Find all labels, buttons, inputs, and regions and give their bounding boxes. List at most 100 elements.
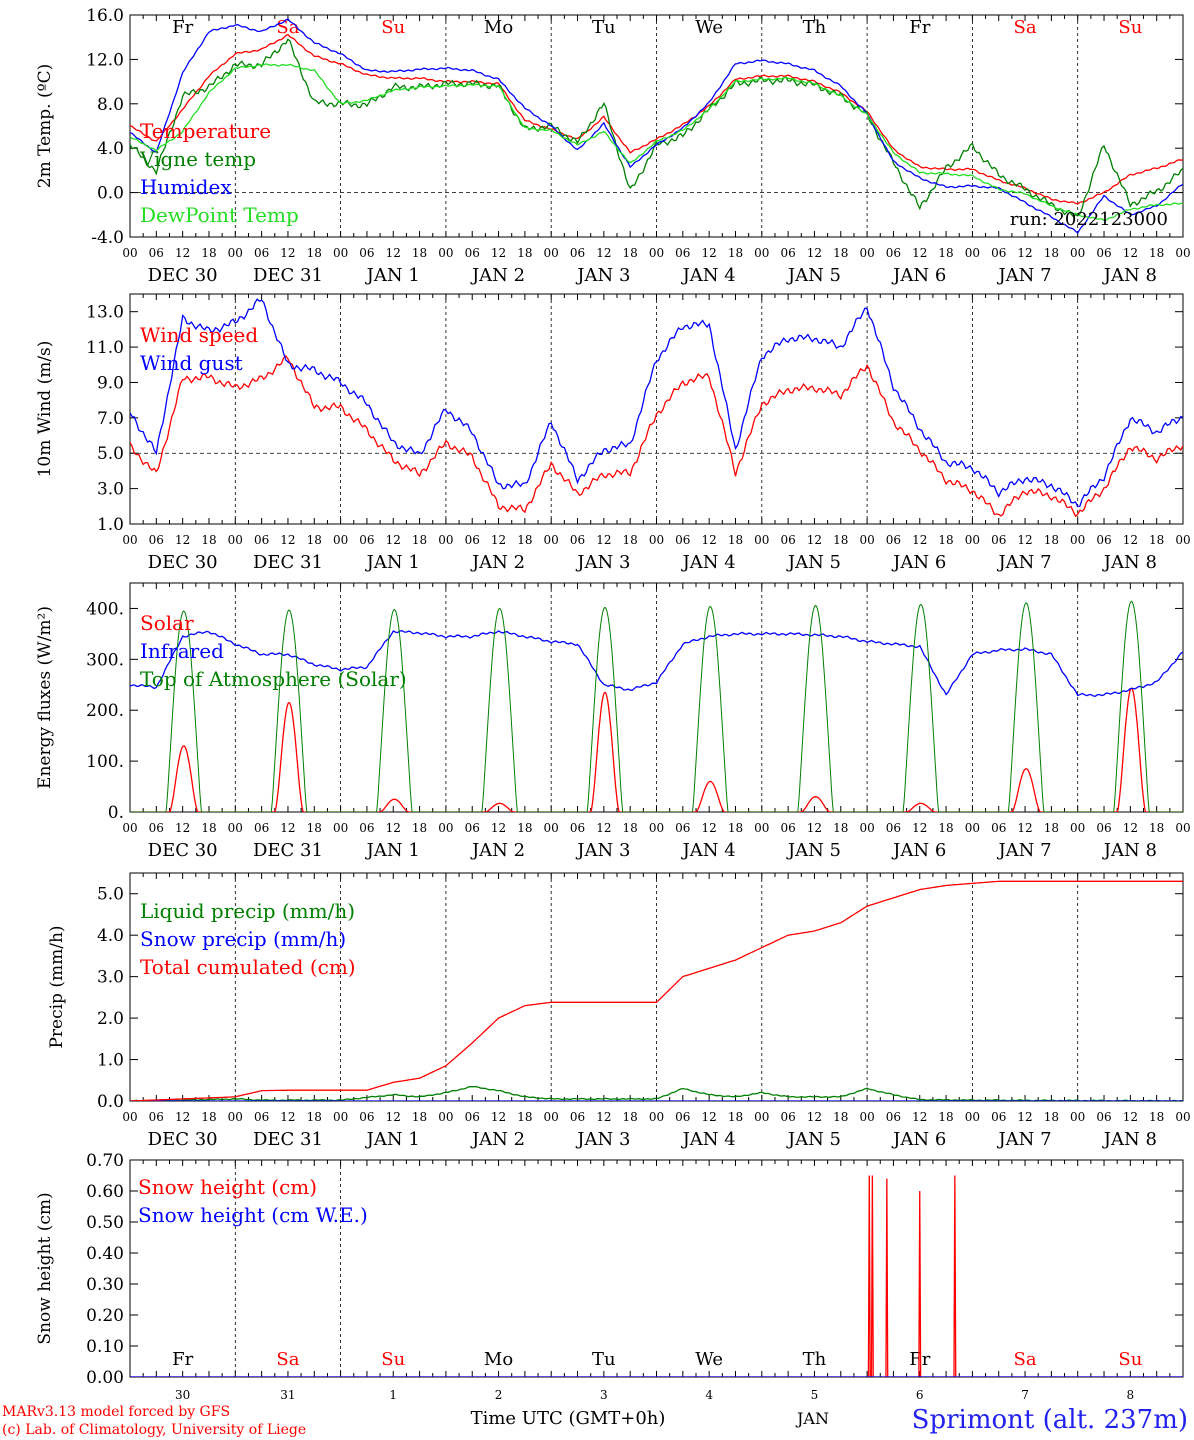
x-tick-label: 06 xyxy=(359,821,374,835)
x-tick-label: 06 xyxy=(254,821,269,835)
x-tick-label: 18 xyxy=(307,821,322,835)
x-tick-label: 12 xyxy=(596,821,611,835)
x-tick-label: 00 xyxy=(859,1110,874,1124)
date-label: JAN 7 xyxy=(996,1129,1051,1150)
x-tick-label: 06 xyxy=(886,533,901,547)
x-tick-label: 12 xyxy=(386,246,401,260)
x-tick-label: 06 xyxy=(675,1110,690,1124)
x-tick-label: 00 xyxy=(859,533,874,547)
x-tick-label: 00 xyxy=(228,246,243,260)
x-tick-label: 18 xyxy=(412,1110,427,1124)
x-tick-label: 00 xyxy=(1175,246,1190,260)
date-label: JAN 3 xyxy=(575,840,630,861)
x-tick-label: 18 xyxy=(938,246,953,260)
x-tick-label: 06 xyxy=(254,1110,269,1124)
x-tick-label: 18 xyxy=(201,533,216,547)
weekday-label: Th xyxy=(803,1349,827,1370)
date-label: JAN 2 xyxy=(470,552,525,573)
x-tick-label: 06 xyxy=(570,1110,585,1124)
x-tick-label: 06 xyxy=(570,533,585,547)
weekday-label: Sa xyxy=(276,1349,299,1370)
x-tick-label: 12 xyxy=(386,1110,401,1124)
x-tick-label: 00 xyxy=(544,533,559,547)
x-tick-label: 12 xyxy=(386,821,401,835)
x-tick-label: 00 xyxy=(1070,533,1085,547)
series-line xyxy=(130,298,1183,508)
date-label: JAN 1 xyxy=(365,840,420,861)
x-tick-label: 12 xyxy=(912,533,927,547)
y-tick-label: 0.70 xyxy=(86,1151,124,1171)
date-label: JAN 8 xyxy=(1102,265,1157,286)
legend-entry: Vigne temp xyxy=(139,147,256,171)
weekday-label: We xyxy=(695,17,723,38)
x-tick-label: 06 xyxy=(991,1110,1006,1124)
y-tick-label: 8.0 xyxy=(97,95,124,115)
x-tick-label: 12 xyxy=(1123,246,1138,260)
x-tick-label: 18 xyxy=(307,246,322,260)
x-tick-label: 00 xyxy=(1175,1110,1190,1124)
x-tick-label: 12 xyxy=(702,1110,717,1124)
x-tick-label: 06 xyxy=(465,821,480,835)
x-tick-label: 06 xyxy=(675,821,690,835)
panel-2: 1.0 3.0 5.0 7.0 9.0 11.0 13.0 10m Wind (m/s) 00 0… xyxy=(35,293,1191,573)
date-label: JAN 1 xyxy=(365,1129,420,1150)
date-label: JAN 2 xyxy=(470,265,525,286)
panel-1: -4.0 0.0 4.0 8.0 12.0 16.0 2m Temp. (ºC) 00 06 12… xyxy=(35,6,1191,286)
weekday-label: Tu xyxy=(592,17,616,38)
date-label: JAN 5 xyxy=(786,1129,841,1150)
y-tick-label: 2.0 xyxy=(97,1009,124,1029)
x-tick-label: 06 xyxy=(780,821,795,835)
y-tick-label: 9.0 xyxy=(97,373,124,393)
weekday-label: Sa xyxy=(1014,1349,1037,1370)
x-tick-label: 12 xyxy=(596,246,611,260)
legend-entry: DewPoint Temp xyxy=(140,203,299,227)
x-tick-label: 12 xyxy=(280,246,295,260)
weekday-label: Sa xyxy=(1014,17,1037,38)
y-tick-label: -4.0 xyxy=(91,228,124,248)
weekday-label: Fr xyxy=(172,17,193,38)
x-tick-label: 12 xyxy=(1123,1110,1138,1124)
x-tick-label: 18 xyxy=(201,246,216,260)
x-tick-label: 12 xyxy=(912,246,927,260)
x-tick-label: 12 xyxy=(1017,246,1032,260)
x-tick-label: 00 xyxy=(544,821,559,835)
panel-4: 0.0 1.0 2.0 3.0 4.0 5.0 Precip (mm/h) 00 06 12 18 0… xyxy=(47,872,1191,1150)
x-tick-label: 18 xyxy=(1149,246,1164,260)
x-tick-label: 18 xyxy=(1044,246,1059,260)
x-tick-label: 00 xyxy=(122,246,137,260)
x-tick-label: 18 xyxy=(1044,821,1059,835)
x-tick-label: 06 xyxy=(991,533,1006,547)
x-tick-label: 18 xyxy=(412,246,427,260)
legend-entry: Temperature xyxy=(140,119,271,143)
x-tick-label: 00 xyxy=(333,1110,348,1124)
y-tick-label: 4.0 xyxy=(97,926,124,946)
x-tick-label: 18 xyxy=(1149,821,1164,835)
date-label: DEC 31 xyxy=(253,1129,323,1150)
x-tick-label: 00 xyxy=(544,246,559,260)
date-label: DEC 30 xyxy=(148,1129,218,1150)
x-tick-label: 06 xyxy=(570,821,585,835)
x-tick-label: 00 xyxy=(1175,821,1190,835)
y-tick-label: 300. xyxy=(86,650,124,670)
x-tick-label: 18 xyxy=(623,533,638,547)
x-tick-label: 12 xyxy=(280,1110,295,1124)
weekday-label: Fr xyxy=(909,17,930,38)
date-label: JAN 8 xyxy=(1102,1129,1157,1150)
date-label: JAN 8 xyxy=(1102,552,1157,573)
x-tick-label: 18 xyxy=(1149,533,1164,547)
y-tick-label: 4.0 xyxy=(97,139,124,159)
y-tick-label: 0.0 xyxy=(97,184,124,204)
weekday-label: Su xyxy=(381,1349,405,1370)
date-label: JAN 7 xyxy=(996,840,1051,861)
x-tick-label: 12 xyxy=(807,821,822,835)
x-tick-label: 18 xyxy=(938,1110,953,1124)
y-tick-label: 100. xyxy=(86,752,124,772)
x-tick-label: 06 xyxy=(991,821,1006,835)
x-tick-label: 00 xyxy=(228,821,243,835)
date-label: DEC 30 xyxy=(148,840,218,861)
y-tick-label: 200. xyxy=(86,701,124,721)
day-number: 1 xyxy=(389,1388,397,1402)
date-label: JAN 4 xyxy=(681,552,736,573)
x-tick-label: 18 xyxy=(728,533,743,547)
